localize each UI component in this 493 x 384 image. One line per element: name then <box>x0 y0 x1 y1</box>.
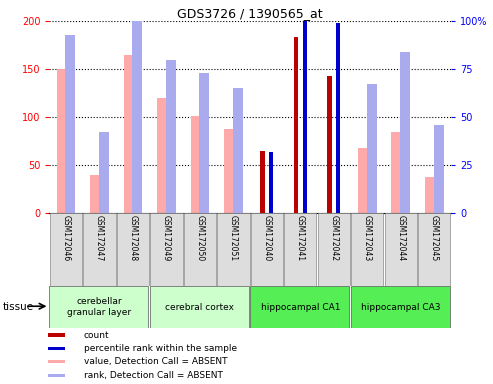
Bar <box>418 213 451 286</box>
Bar <box>318 213 350 286</box>
Bar <box>48 374 66 377</box>
Text: cerebral cortex: cerebral cortex <box>166 303 235 312</box>
Text: GSM172051: GSM172051 <box>229 215 238 262</box>
Bar <box>50 213 82 286</box>
Text: GSM172040: GSM172040 <box>262 215 272 262</box>
Text: GSM172048: GSM172048 <box>129 215 138 262</box>
Bar <box>48 347 66 350</box>
Bar <box>327 76 332 213</box>
Bar <box>251 213 283 286</box>
Bar <box>217 213 249 286</box>
Text: GSM172042: GSM172042 <box>329 215 338 262</box>
Text: GSM172044: GSM172044 <box>396 215 405 262</box>
Bar <box>233 88 243 213</box>
Bar <box>66 35 75 213</box>
Bar <box>48 333 66 336</box>
Text: rank, Detection Call = ABSENT: rank, Detection Call = ABSENT <box>84 371 223 380</box>
Bar <box>184 213 216 286</box>
Text: GSM172049: GSM172049 <box>162 215 171 262</box>
Bar <box>150 286 249 328</box>
Bar <box>385 213 417 286</box>
Text: percentile rank within the sample: percentile rank within the sample <box>84 344 237 353</box>
Bar <box>199 73 210 213</box>
Title: GDS3726 / 1390565_at: GDS3726 / 1390565_at <box>177 7 323 20</box>
Bar <box>352 213 384 286</box>
Bar <box>83 213 115 286</box>
Bar <box>351 286 450 328</box>
Text: tissue: tissue <box>2 302 34 312</box>
Bar <box>260 151 265 213</box>
Bar <box>57 69 67 213</box>
Text: hippocampal CA3: hippocampal CA3 <box>361 303 441 312</box>
Bar <box>303 19 307 213</box>
Text: value, Detection Call = ABSENT: value, Detection Call = ABSENT <box>84 357 227 366</box>
Bar <box>224 129 234 213</box>
Text: count: count <box>84 331 109 339</box>
Bar <box>191 116 201 213</box>
Bar <box>358 148 368 213</box>
Bar <box>400 52 410 213</box>
Bar <box>124 55 134 213</box>
Text: GSM172045: GSM172045 <box>430 215 439 262</box>
Bar <box>284 213 317 286</box>
Bar <box>166 60 176 213</box>
Bar <box>391 131 401 213</box>
Text: GSM172043: GSM172043 <box>363 215 372 262</box>
Text: hippocampal CA1: hippocampal CA1 <box>261 303 340 312</box>
Text: GSM172046: GSM172046 <box>62 215 70 262</box>
Bar <box>90 175 100 213</box>
Bar <box>117 213 149 286</box>
Text: GSM172050: GSM172050 <box>195 215 205 262</box>
Bar <box>132 13 142 213</box>
Bar <box>425 177 435 213</box>
Text: cerebellar
granular layer: cerebellar granular layer <box>68 298 132 317</box>
Bar <box>269 152 274 213</box>
Text: GSM172041: GSM172041 <box>296 215 305 262</box>
Bar <box>250 286 350 328</box>
Bar <box>157 98 167 213</box>
Bar <box>49 286 148 328</box>
Bar <box>336 23 341 213</box>
Bar <box>150 213 182 286</box>
Bar <box>99 132 109 213</box>
Bar <box>48 360 66 363</box>
Text: GSM172047: GSM172047 <box>95 215 104 262</box>
Bar <box>434 125 444 213</box>
Bar <box>294 38 298 213</box>
Bar <box>367 84 377 213</box>
